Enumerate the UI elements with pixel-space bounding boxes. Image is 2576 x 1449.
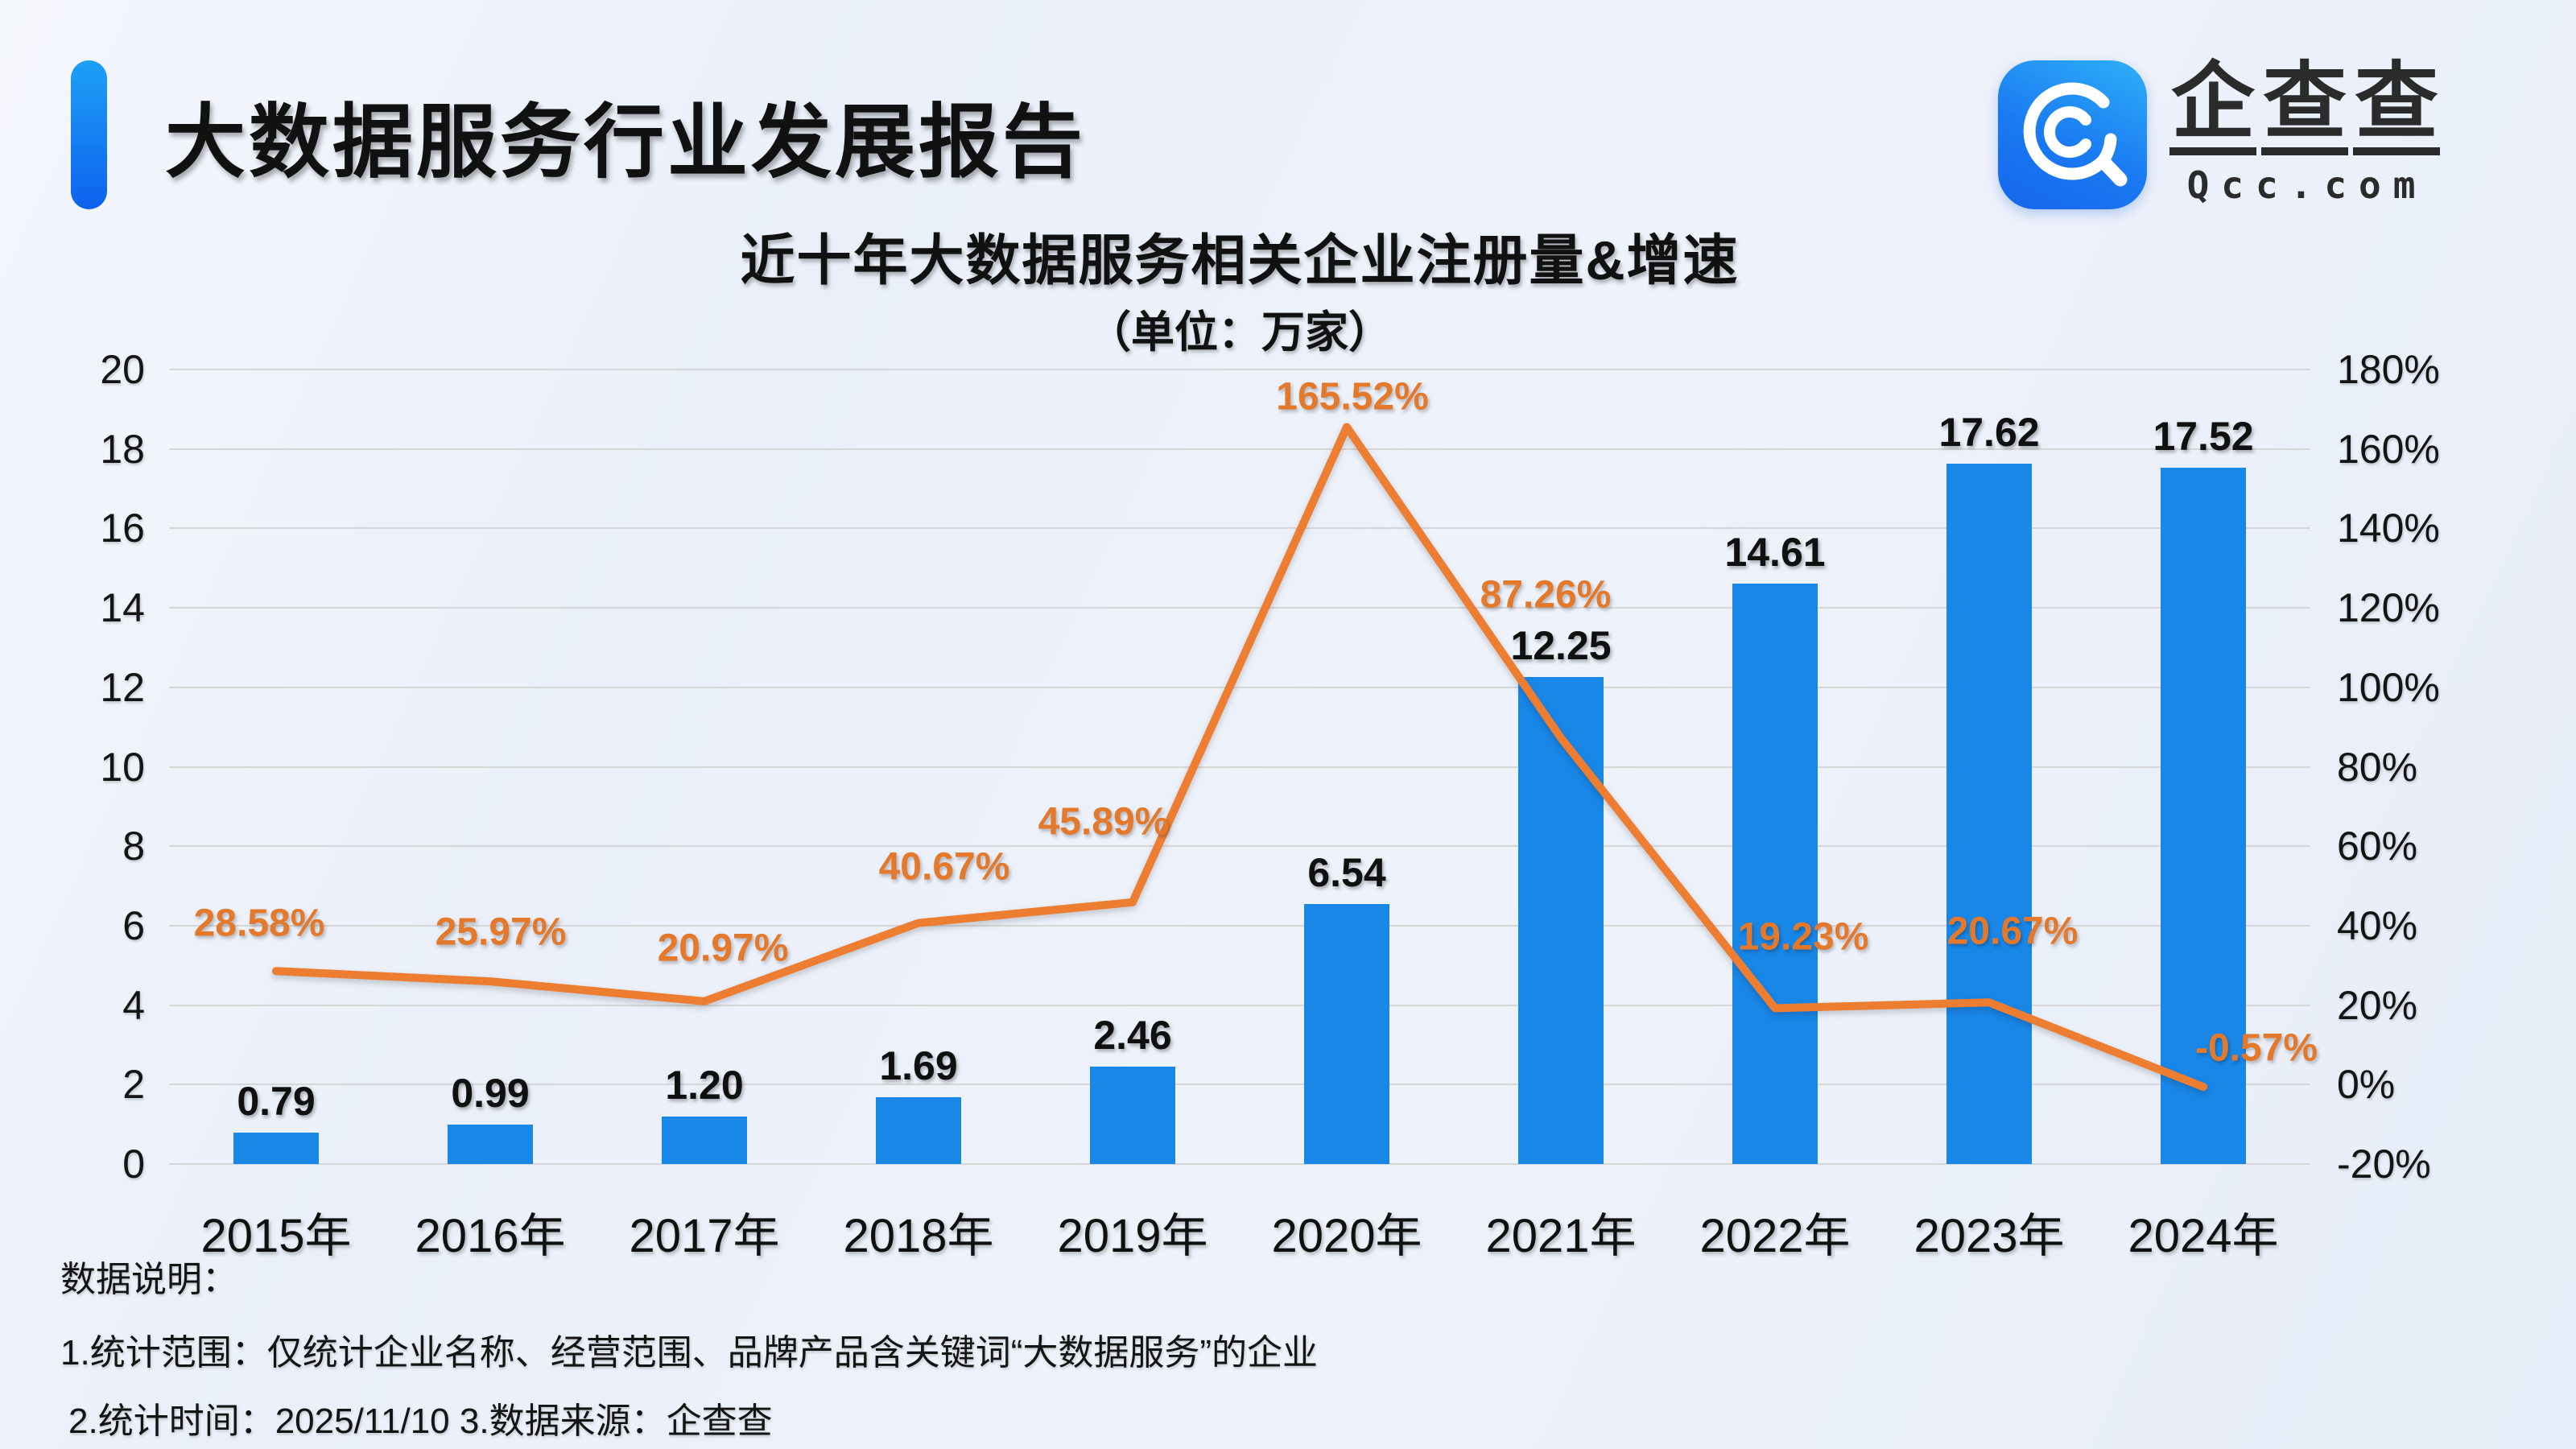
brand-char: 查 (2353, 60, 2441, 155)
growth-line-label: 20.67% (1946, 910, 2079, 953)
bar (233, 1133, 319, 1164)
growth-line-label: 45.89% (1038, 800, 1170, 844)
gridline (169, 1163, 2310, 1165)
x-axis-label: 2024年 (2128, 1210, 2279, 1262)
chart-title: 近十年大数据服务相关企业注册量&增速 (740, 230, 1740, 291)
x-axis-label: 2018年 (843, 1210, 994, 1262)
title-accent-bar (71, 60, 107, 209)
y-axis-left-tick: 18 (100, 426, 145, 472)
bar (1732, 583, 1818, 1164)
growth-line (272, 423, 2207, 1092)
bar (1090, 1066, 1175, 1164)
growth-line-label: 87.26% (1480, 573, 1612, 617)
bar (662, 1116, 747, 1164)
qcc-logo-text: 企查查 Qcc.com (2169, 60, 2445, 207)
footer-note-2: 2.统计时间：2025/11/10 3.数据来源：企查查 (68, 1402, 773, 1441)
y-axis-left-tick: 4 (122, 982, 145, 1028)
x-axis-label: 2021年 (1485, 1210, 1637, 1262)
bar-value-label: 2.46 (1093, 1012, 1172, 1058)
y-axis-right-tick: 20% (2337, 982, 2418, 1028)
gridline (169, 845, 2310, 848)
y-axis-left-tick: 16 (100, 506, 145, 551)
bar-value-label: 0.79 (237, 1079, 316, 1124)
bar-value-label: 1.69 (879, 1042, 958, 1088)
y-axis-right-tick: 120% (2337, 585, 2440, 631)
y-axis-right-tick: 140% (2337, 506, 2440, 551)
y-axis-left-tick: 8 (122, 824, 145, 869)
bar-value-label: 6.54 (1307, 850, 1386, 896)
report-title: 大数据服务行业发展报告 (165, 97, 1086, 188)
gridline (169, 607, 2310, 609)
gridline (169, 686, 2310, 688)
bar (1518, 677, 1604, 1164)
gridline (169, 766, 2310, 768)
growth-line-label: 28.58% (193, 902, 325, 945)
brand-char: 查 (2261, 60, 2349, 155)
bar (2161, 468, 2246, 1164)
y-axis-left-tick: 0 (122, 1141, 145, 1187)
gridline (169, 1084, 2310, 1086)
x-axis-label: 2016年 (415, 1210, 566, 1262)
y-axis-right-tick: 0% (2337, 1062, 2396, 1108)
y-axis-right-tick: 40% (2337, 902, 2418, 948)
y-axis-right-tick: 180% (2337, 347, 2440, 392)
bar-value-label: 17.62 (1938, 410, 2040, 456)
bar-value-label: 12.25 (1510, 623, 1612, 669)
gridline (169, 1004, 2310, 1006)
growth-line-label: 19.23% (1737, 915, 1869, 959)
footer-heading: 数据说明： (60, 1260, 237, 1299)
y-axis-left-tick: 12 (100, 664, 145, 710)
bar (1946, 464, 2032, 1164)
brand-char: 企 (2169, 60, 2257, 155)
qcc-logo: 企查查 Qcc.com (1998, 60, 2445, 209)
gridline (169, 448, 2310, 450)
chart-subtitle: （单位：万家） (1088, 308, 1392, 357)
y-axis-left-tick: 20 (100, 347, 145, 392)
x-axis-label: 2020年 (1271, 1210, 1422, 1262)
qcc-magnifier-icon (1998, 60, 2147, 209)
gridline (169, 527, 2310, 530)
x-axis-label: 2017年 (629, 1210, 780, 1262)
bar (448, 1125, 533, 1164)
y-axis-right-tick: 160% (2337, 426, 2440, 472)
qcc-brand-name: 企查查 (2169, 60, 2445, 155)
gridline (169, 924, 2310, 927)
x-axis-label: 2015年 (200, 1210, 352, 1262)
qcc-domain: Qcc.com (2186, 163, 2428, 207)
y-axis-right-tick: -20% (2337, 1141, 2431, 1187)
bar-value-label: 14.61 (1724, 529, 1826, 575)
y-axis-right-tick: 100% (2337, 664, 2440, 710)
x-axis-label: 2023年 (1913, 1210, 2065, 1262)
y-axis-right-tick: 60% (2337, 824, 2418, 869)
bar-value-label: 0.99 (451, 1071, 530, 1117)
bar-value-label: 1.20 (665, 1062, 744, 1108)
bar-value-label: 17.52 (2153, 414, 2254, 460)
growth-line-label: -0.57% (2194, 1026, 2318, 1070)
growth-line-label: 40.67% (878, 845, 1010, 889)
y-axis-left-tick: 6 (122, 902, 145, 948)
x-axis-label: 2022年 (1699, 1210, 1851, 1262)
y-axis-left-tick: 10 (100, 744, 145, 790)
report-header: 大数据服务行业发展报告 (71, 60, 1086, 209)
growth-line-label: 25.97% (435, 910, 567, 954)
x-axis-label: 2019年 (1057, 1210, 1208, 1262)
y-axis-left-tick: 14 (100, 585, 145, 631)
growth-line-label: 165.52% (1276, 375, 1429, 419)
y-axis-right-tick: 80% (2337, 744, 2418, 790)
bar (1304, 904, 1389, 1164)
gridline (169, 369, 2310, 370)
growth-line-label: 20.97% (657, 927, 789, 970)
bar (876, 1096, 961, 1164)
footer-note-1: 1.统计范围：仅统计企业名称、经营范围、品牌产品含关键词“大数据服务”的企业 (60, 1333, 1318, 1373)
y-axis-left-tick: 2 (122, 1062, 145, 1108)
